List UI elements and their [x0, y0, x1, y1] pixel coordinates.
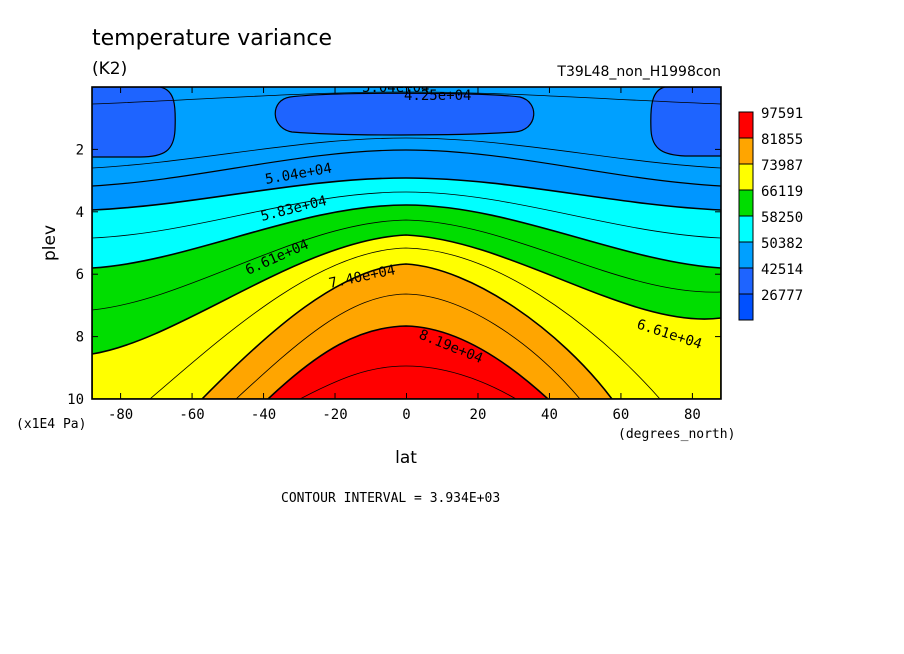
colorbar-swatch	[738, 137, 754, 165]
plot-area: 5.04e+04 4.25e+04 5.04e+04 5.83e+04 6.61…	[92, 80, 721, 399]
y-tick-label: 2	[76, 142, 84, 158]
y-units-label: (x1E4 Pa)	[16, 417, 86, 432]
contour-line	[92, 219, 721, 311]
colorbar-swatch	[738, 111, 754, 139]
y-axis-title: plev	[40, 225, 60, 261]
colorbar-swatch	[738, 267, 754, 295]
y-tick-label: 4	[76, 205, 84, 221]
contour-line	[299, 365, 517, 399]
band-low-right	[650, 87, 721, 157]
x-axis: -80 -60 -40 -20 0 20 40 60 80	[108, 87, 701, 423]
colorbar-label: 42514	[761, 262, 803, 278]
colorbar-swatch	[738, 241, 754, 269]
x-axis-title: lat	[395, 448, 417, 468]
y-tick-label: 6	[76, 267, 84, 283]
y-axis: 2 4 6 8 10	[67, 142, 721, 408]
colorbar: 97591 81855 73987 66119 58250 50382 42514 26777	[738, 106, 803, 321]
x-tick-label: 20	[470, 407, 487, 423]
x-tick-label: -60	[179, 407, 204, 423]
colorbar-label: 50382	[761, 236, 803, 252]
run-label: T39L48_non_H1998con	[556, 64, 721, 80]
colorbar-swatch	[738, 293, 754, 321]
contour-line	[235, 293, 581, 399]
contour-line	[92, 191, 721, 239]
chart-title: temperature variance	[92, 26, 332, 51]
contour-label: 4.25e+04	[404, 88, 471, 104]
x-tick-label: -80	[108, 407, 133, 423]
contour-line	[149, 247, 661, 399]
colorbar-label: 81855	[761, 132, 803, 148]
colorbar-label: 66119	[761, 184, 803, 200]
colorbar-swatch	[738, 189, 754, 217]
y-tick-label: 8	[76, 330, 84, 346]
colorbar-label: 26777	[761, 288, 803, 304]
colorbar-swatch	[738, 163, 754, 191]
x-tick-label: -20	[322, 407, 347, 423]
contour-interval-label: CONTOUR INTERVAL = 3.934E+03	[281, 491, 500, 506]
colorbar-label: 73987	[761, 158, 803, 174]
contour-line	[92, 137, 721, 169]
units-label: (K2)	[92, 59, 127, 79]
band-low-center	[274, 92, 535, 136]
x-tick-label: 0	[402, 407, 410, 423]
band-low-left	[92, 87, 176, 158]
x-units-label: (degrees_north)	[618, 427, 735, 442]
colorbar-swatch	[738, 215, 754, 243]
contour-label: 5.04e+04	[362, 80, 429, 96]
x-tick-label: 60	[613, 407, 630, 423]
x-tick-label: 80	[684, 407, 701, 423]
x-tick-label: -40	[251, 407, 276, 423]
x-tick-label: 40	[541, 407, 558, 423]
y-tick-label: 10	[67, 392, 84, 408]
colorbar-label: 58250	[761, 210, 803, 226]
colorbar-label: 97591	[761, 106, 803, 122]
